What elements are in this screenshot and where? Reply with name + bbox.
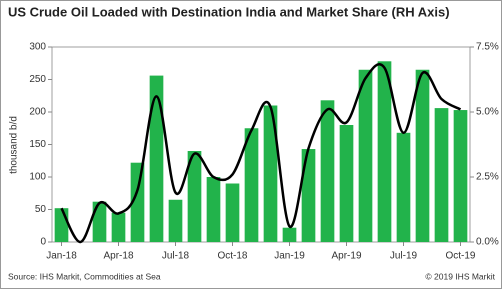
y-tick-label: 100 bbox=[29, 172, 46, 183]
bar bbox=[92, 201, 107, 242]
bar bbox=[206, 177, 221, 242]
bar bbox=[111, 212, 126, 242]
bar bbox=[187, 151, 202, 242]
bar bbox=[339, 125, 354, 242]
y-tick-label: 300 bbox=[29, 42, 46, 53]
y-axis-label: thousand b/d bbox=[9, 116, 20, 174]
bar bbox=[225, 183, 240, 242]
x-tick-label: Jul-19 bbox=[390, 251, 418, 262]
x-tick-label: Oct-19 bbox=[445, 251, 475, 262]
bar bbox=[358, 69, 373, 242]
x-tick-label: Oct-18 bbox=[217, 251, 247, 262]
y2-tick-label: 7.5% bbox=[476, 42, 499, 53]
y-tick-label: 50 bbox=[35, 204, 47, 215]
y2-tick-label: 2.5% bbox=[476, 172, 499, 183]
y2-tick-label: 5.0% bbox=[476, 107, 499, 118]
x-tick-label: Apr-18 bbox=[103, 251, 133, 262]
x-tick-label: Jan-19 bbox=[274, 251, 305, 262]
chart-title: US Crude Oil Loaded with Destination Ind… bbox=[8, 4, 450, 19]
bar bbox=[54, 208, 69, 242]
x-tick-label: Jul-18 bbox=[162, 251, 190, 262]
bar bbox=[282, 227, 297, 242]
bar bbox=[415, 69, 430, 242]
y-tick-label: 150 bbox=[29, 139, 46, 150]
source: Source: IHS Markit, Commodities at Sea bbox=[8, 271, 161, 281]
x-tick-label: Apr-19 bbox=[331, 251, 361, 262]
bar bbox=[263, 105, 278, 242]
bar bbox=[149, 75, 164, 242]
bar bbox=[168, 199, 183, 242]
y-tick-label: 0 bbox=[40, 237, 46, 248]
bar bbox=[434, 108, 449, 242]
bar bbox=[320, 100, 335, 242]
bar bbox=[377, 61, 392, 242]
bar bbox=[244, 128, 259, 242]
line bbox=[60, 63, 462, 244]
copyright: © 2019 IHS Markit bbox=[425, 271, 495, 281]
bar bbox=[130, 162, 145, 242]
x-tick-label: Jan-18 bbox=[46, 251, 77, 262]
bar bbox=[301, 149, 316, 242]
bar bbox=[396, 132, 411, 242]
bar bbox=[453, 110, 468, 242]
y-tick-label: 250 bbox=[29, 74, 46, 85]
y-tick-label: 200 bbox=[29, 107, 46, 118]
y2-tick-label: 0.0% bbox=[476, 237, 499, 248]
